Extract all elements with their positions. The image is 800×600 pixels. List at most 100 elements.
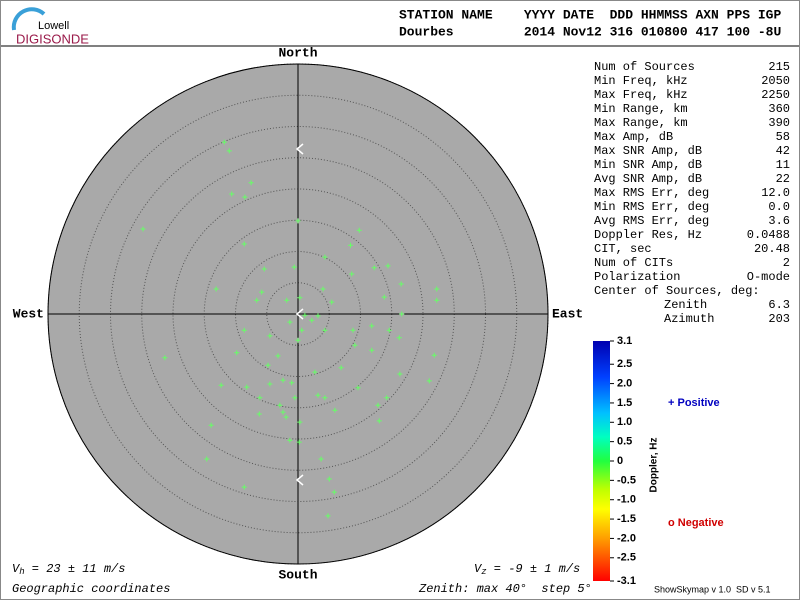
marker [295, 308, 304, 320]
source-point [241, 327, 247, 333]
source-point [338, 365, 344, 371]
source-point [331, 489, 337, 495]
stat-value: 360 [768, 102, 790, 116]
source-point [326, 476, 332, 482]
source-point [295, 337, 301, 343]
source-point [399, 311, 405, 317]
source-point [315, 313, 321, 319]
source-point [396, 335, 402, 341]
source-point [302, 312, 308, 318]
vz-label: Vz = -9 ± 1 m/s [474, 562, 580, 577]
source-point [204, 456, 210, 462]
zenith-label: Zenith: max 40° step 5° [418, 582, 592, 596]
source-point [256, 411, 262, 417]
source-point [381, 294, 387, 300]
source-point [162, 355, 168, 361]
stat-label: Max Freq, kHz [594, 88, 688, 102]
stat-label: Polarization [594, 270, 680, 284]
stat-label: CIT, sec [594, 242, 652, 256]
colorbar-tick-label: 0.5 [617, 436, 632, 448]
stat-value: 390 [768, 116, 790, 130]
source-point [287, 437, 293, 443]
source-point [295, 218, 301, 224]
vh-text: = 23 ± 11 m/s [25, 562, 126, 576]
stat-value: 11 [776, 158, 790, 172]
source-point [385, 263, 391, 269]
center-label: Azimuth [664, 312, 714, 326]
source-point [329, 299, 335, 305]
source-point [320, 286, 326, 292]
source-point [426, 378, 432, 384]
vh-label: Vh = 23 ± 11 m/s [12, 562, 125, 577]
stat-value: 20.48 [754, 242, 790, 256]
source-point [398, 281, 404, 287]
source-point [213, 286, 219, 292]
direction-label: North [278, 45, 317, 60]
header-line: Dourbes 2014 Nov12 316 010800 417 100 -8… [399, 24, 781, 39]
source-point [218, 382, 224, 388]
source-point [297, 419, 303, 425]
stat-label: Num of Sources [594, 60, 695, 74]
source-point [280, 409, 286, 415]
center-value: 6.3 [768, 298, 790, 312]
source-point [369, 347, 375, 353]
source-point [267, 381, 273, 387]
source-point [287, 319, 293, 325]
stat-value: 42 [776, 144, 790, 158]
source-point [322, 254, 328, 260]
source-point [241, 241, 247, 247]
stat-value: 12.0 [761, 186, 790, 200]
coords-label: Geographic coordinates [12, 582, 170, 596]
stat-value: 22 [776, 172, 790, 186]
colorbar-tick-label: 2.0 [617, 377, 632, 389]
source-point [267, 333, 273, 339]
colorbar [593, 341, 610, 581]
source-point [229, 191, 235, 197]
stat-label: Max SNR Amp, dB [594, 144, 702, 158]
source-point [348, 242, 353, 248]
source-point [309, 317, 315, 323]
source-point [332, 407, 338, 413]
logo-bottom: DIGISONDE [16, 31, 89, 46]
source-point [299, 327, 305, 333]
source-point [248, 180, 254, 186]
marker [295, 143, 304, 155]
source-point [349, 271, 355, 277]
source-point [208, 422, 214, 428]
colorbar-tick-label: 0 [617, 455, 623, 467]
stat-label: Num of CITs [594, 256, 673, 270]
direction-label: South [278, 567, 317, 582]
stat-label: Max Range, km [594, 116, 688, 130]
source-point [244, 384, 250, 390]
logo-arc [11, 7, 46, 31]
source-point [241, 484, 247, 490]
source-point [322, 395, 328, 401]
stat-label: Avg RMS Err, deg [594, 214, 709, 228]
stat-label: Max RMS Err, deg [594, 186, 709, 200]
source-point [371, 265, 377, 271]
vh-symbol: V [12, 562, 21, 576]
legend-positive: + Positive [668, 397, 720, 409]
source-point [356, 227, 362, 233]
marker [295, 474, 304, 486]
source-point [355, 385, 361, 391]
vz-symbol: V [474, 562, 483, 576]
source-point [254, 297, 260, 303]
source-point [284, 297, 290, 303]
source-point [257, 395, 263, 401]
stat-label: Min SNR Amp, dB [594, 158, 702, 172]
colorbar-tick-label: -2.0 [617, 532, 636, 544]
source-point [384, 395, 390, 401]
source-point [386, 327, 392, 333]
stat-label: Avg SNR Amp, dB [594, 172, 702, 186]
center-label: Zenith [664, 298, 707, 312]
source-point [434, 297, 440, 303]
source-point [261, 266, 267, 272]
stat-label: Doppler Res, Hz [594, 228, 702, 242]
source-point [350, 327, 356, 333]
source-point [277, 402, 283, 408]
vh-sub: h [19, 567, 24, 577]
colorbar-tick-label: -3.1 [617, 575, 636, 587]
source-point [322, 327, 328, 333]
